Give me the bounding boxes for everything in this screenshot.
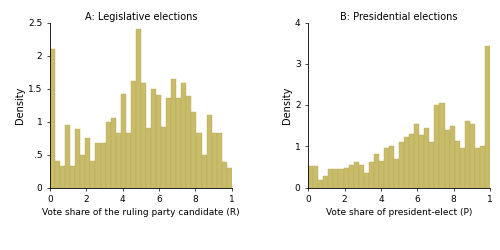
Bar — [379, 161, 384, 188]
Bar — [151, 88, 156, 188]
Bar — [344, 168, 348, 188]
Bar — [186, 96, 192, 188]
Bar — [171, 78, 176, 188]
Bar — [50, 49, 55, 188]
Bar — [414, 124, 420, 188]
Bar — [65, 125, 70, 188]
Bar — [318, 180, 324, 188]
Bar — [192, 112, 196, 188]
Bar — [485, 46, 490, 188]
Bar — [156, 95, 161, 188]
Bar — [454, 141, 460, 188]
Bar — [348, 165, 354, 188]
Bar — [424, 128, 430, 188]
Bar — [399, 142, 404, 188]
Bar — [212, 134, 216, 188]
Bar — [384, 148, 389, 188]
Bar — [404, 137, 409, 188]
Bar — [324, 176, 328, 188]
Bar — [308, 166, 313, 188]
Bar — [358, 165, 364, 188]
X-axis label: Vote share of president-elect (P): Vote share of president-elect (P) — [326, 208, 472, 217]
Bar — [86, 138, 90, 188]
Bar — [182, 83, 186, 188]
Bar — [444, 130, 450, 188]
Bar — [161, 127, 166, 188]
Bar — [430, 142, 434, 188]
Bar — [196, 134, 202, 188]
Bar — [176, 98, 182, 188]
Bar — [334, 169, 338, 188]
Bar — [110, 118, 116, 188]
Title: A: Legislative elections: A: Legislative elections — [84, 12, 197, 22]
Bar — [60, 166, 65, 188]
Bar — [227, 168, 232, 188]
Bar — [126, 134, 131, 188]
Bar — [222, 162, 227, 188]
Bar — [100, 142, 105, 188]
X-axis label: Vote share of the ruling party candidate (R): Vote share of the ruling party candidate… — [42, 208, 239, 217]
Bar — [76, 130, 80, 188]
Bar — [96, 142, 100, 188]
Bar — [90, 161, 96, 188]
Bar — [136, 29, 141, 188]
Bar — [116, 134, 120, 188]
Bar — [338, 169, 344, 188]
Bar — [80, 154, 86, 188]
Bar — [146, 128, 151, 188]
Bar — [202, 154, 206, 188]
Bar — [409, 134, 414, 188]
Bar — [120, 94, 126, 188]
Bar — [440, 103, 444, 188]
Bar — [464, 121, 470, 188]
Bar — [394, 160, 399, 188]
Bar — [470, 124, 475, 188]
Bar — [389, 146, 394, 188]
Bar — [206, 115, 212, 188]
Bar — [141, 83, 146, 188]
Bar — [475, 148, 480, 188]
Bar — [106, 122, 110, 188]
Bar — [369, 162, 374, 188]
Bar — [480, 146, 485, 188]
Bar — [55, 161, 60, 188]
Bar — [374, 154, 379, 188]
Bar — [216, 134, 222, 188]
Bar — [364, 173, 369, 188]
Title: B: Presidential elections: B: Presidential elections — [340, 12, 458, 22]
Bar — [313, 166, 318, 188]
Bar — [434, 105, 440, 188]
Bar — [70, 166, 75, 188]
Bar — [131, 80, 136, 188]
Y-axis label: Density: Density — [15, 86, 25, 124]
Bar — [420, 135, 424, 188]
Bar — [450, 126, 454, 188]
Bar — [166, 98, 171, 188]
Bar — [460, 148, 464, 188]
Bar — [328, 169, 334, 188]
Y-axis label: Density: Density — [282, 86, 292, 124]
Bar — [354, 162, 358, 188]
